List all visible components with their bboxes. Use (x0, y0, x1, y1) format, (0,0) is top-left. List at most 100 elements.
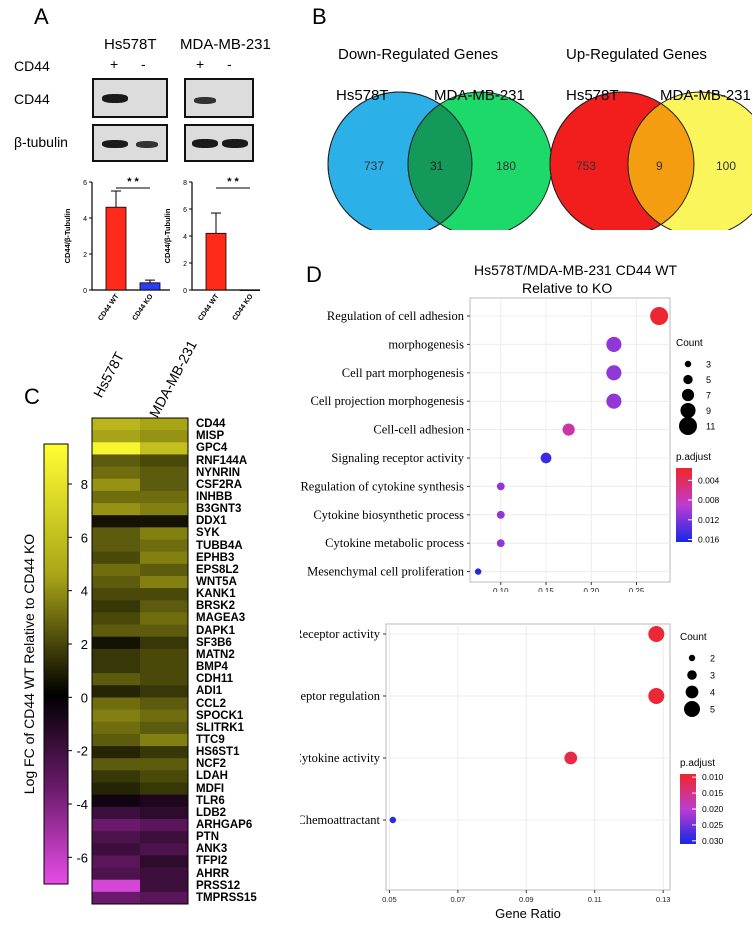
wb-header-hs578t: Hs578T (104, 36, 157, 53)
hs578t-xtick-label: CD44 KO (131, 293, 154, 322)
heatmap-cell (92, 515, 140, 528)
mda-xtick-label: CD44 WT (197, 293, 221, 323)
heatmap-cell (140, 539, 188, 553)
mda-ytick-label: 0 (183, 288, 187, 295)
heatmap-cell (140, 636, 188, 650)
colorbar-title: Log FC of CD44 WT Relative to CD44 KO (21, 534, 37, 795)
heatmap-cell (92, 891, 140, 905)
colorbar-tick-label: -6 (76, 850, 88, 865)
dotplot-top-term-label: Cell projection morphogenesis (311, 394, 465, 408)
dotplot-top-term-label: Cytokine metabolic process (325, 536, 464, 550)
heatmap-cell (92, 867, 140, 881)
dotplot-top-count-legend-dot (683, 374, 693, 385)
dotplot-top-count-legend-label: 7 (706, 391, 711, 401)
heatmap-cell (92, 746, 140, 759)
dotplot-top-count-legend-dot (680, 402, 696, 419)
dotplot-bottom-dot (648, 688, 665, 704)
heatmap-cell (140, 418, 188, 431)
venn-down-overlap (407, 92, 472, 230)
sign-mda-wt: + (196, 56, 205, 72)
gene-label: LDB2 (196, 806, 227, 819)
heatmap-cell (92, 539, 140, 553)
dotplot-top-dot (562, 423, 575, 436)
heatmap-cell (140, 515, 188, 528)
gene-label: BRSK2 (196, 600, 235, 613)
heatmap-cell (140, 831, 188, 844)
dotplot-bottom-dot (648, 626, 665, 642)
panel-d-letter: D (306, 262, 322, 287)
mda-bar-ko (239, 289, 260, 291)
gene-label: LDAH (196, 770, 228, 783)
dotplot-top-dot (650, 307, 669, 325)
venn-up-left-count: 753 (576, 159, 596, 173)
heatmap-cell (92, 478, 140, 492)
heatmap-cell (140, 563, 188, 577)
venn-up-overlap-count: 9 (656, 159, 663, 173)
heatmap-cell (92, 551, 140, 565)
hs578t-ylabel: CD44/β-Tubulin (63, 208, 72, 263)
heatmap-cell (140, 733, 188, 747)
wb-header-mda: MDA-MB-231 (180, 36, 271, 53)
colorbar-tick-label: 8 (81, 477, 88, 492)
venn-down-left-count: 737 (364, 159, 384, 173)
panel-b-letter: B (312, 4, 327, 29)
heatmap-cell (140, 806, 188, 820)
gene-label: AHRR (196, 867, 230, 880)
gene-label: SYK (196, 527, 220, 540)
mda-ytick-label: 2 (183, 261, 187, 268)
dotplot-bottom-xtick-label: 0.11 (588, 895, 602, 904)
blot-cd44-hs578t (92, 78, 168, 118)
heatmap-cell (140, 782, 188, 796)
gene-label: NCF2 (196, 758, 227, 771)
heatmap-cell (140, 478, 188, 492)
gene-label: MDFI (196, 782, 225, 795)
dotplot-bottom-count-legend-title: Count (680, 632, 707, 643)
gene-label: EPS8L2 (196, 563, 239, 576)
heatmap-cell (92, 430, 140, 443)
gene-label: DAPK1 (196, 624, 235, 637)
heatmap-cell (140, 624, 188, 638)
gene-label: BMP4 (196, 661, 228, 674)
venn-down-overlap-count: 31 (430, 159, 444, 173)
heatmap-cell (92, 490, 140, 504)
up-regulated-title: Up-Regulated Genes (566, 46, 707, 63)
dotplot-bottom-dot (389, 816, 397, 824)
heatmap-cell (92, 831, 140, 844)
heatmap-cell (140, 612, 188, 625)
panel-a-letter: A (34, 4, 49, 29)
heatmap-cell (140, 527, 188, 540)
heatmap-cell (140, 770, 188, 783)
band-tub-mda-wt (192, 139, 218, 148)
colorbar-tick-label: 4 (81, 584, 88, 599)
heatmap-cell (92, 661, 140, 674)
dotplot-top-dot (496, 482, 505, 491)
blot-cd44-mda (184, 78, 254, 118)
heatmap-cell (92, 879, 140, 893)
hs578t-significance: * * (127, 176, 139, 188)
heatmap-cell (92, 418, 140, 431)
mda-ylabel: CD44/β-Tubulin (163, 208, 172, 263)
dotplot-bottom-count-legend-label: 3 (710, 671, 715, 681)
dotplot-bottom-count-legend-dot (685, 685, 699, 699)
heatmap-cell (140, 503, 188, 516)
heatmap-cell (92, 855, 140, 868)
dotplot-top-xtick-label: 0.15 (538, 587, 554, 592)
dotplot-bottom: 0.05 0.07 0.09 0.11 0.13 Receptor activity Rec… (300, 623, 724, 920)
band-tub-hs-ko (136, 141, 158, 148)
heatmap-cell (92, 709, 140, 723)
heatmap-cell (92, 466, 140, 480)
heatmap-cell (92, 685, 140, 698)
mda-ytick-label: 6 (183, 207, 187, 214)
heatmap-cell (92, 782, 140, 796)
heatmap-cell (92, 563, 140, 577)
blot-label-cd44: CD44 (14, 91, 50, 107)
dotplot-top-count-legend-dot (684, 360, 692, 368)
dotplot-top-count-legend-dot (681, 388, 695, 402)
gene-label: B3GNT3 (196, 503, 242, 516)
gene-label: TFPI2 (196, 855, 228, 868)
hs578t-ytick-label: 2 (83, 252, 87, 259)
dotplot-bottom-count-legend-label: 5 (710, 705, 715, 715)
dotplot-top-xtick-label: 0.20 (583, 587, 599, 592)
gene-label: HS6ST1 (196, 746, 240, 759)
